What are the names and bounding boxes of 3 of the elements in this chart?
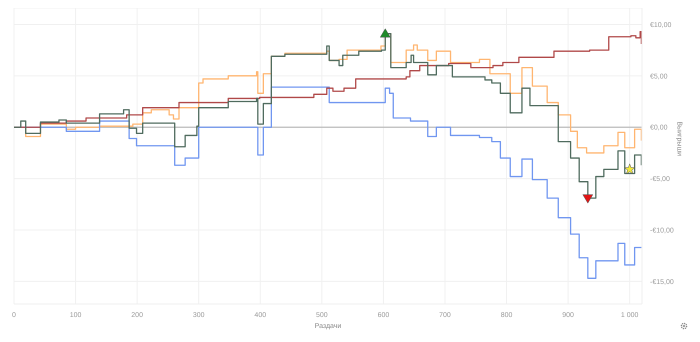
point	[624, 164, 636, 174]
point	[380, 28, 391, 38]
point	[582, 194, 594, 204]
